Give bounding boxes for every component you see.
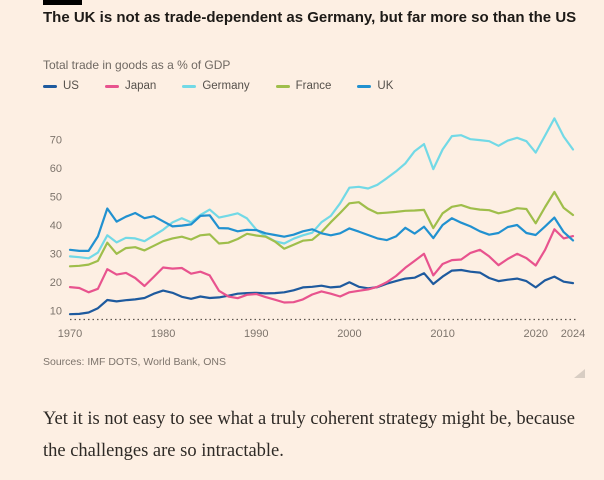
y-axis-tick-label: 20 (50, 277, 62, 289)
y-axis-tick-label: 30 (50, 249, 62, 261)
x-axis-tick-label: 2010 (430, 328, 454, 340)
line-us (68, 268, 575, 316)
x-axis-tick-label: 1980 (151, 328, 175, 340)
x-axis-tick-label: 1970 (58, 328, 82, 340)
chart-legend: US Japan Germany France UK (43, 80, 393, 92)
legend-label: France (295, 80, 332, 92)
article-paragraph: Yet it is not easy to see what a truly c… (43, 409, 575, 461)
legend-item-france: France (275, 80, 332, 92)
x-axis-tick-label: 2000 (337, 328, 361, 340)
legend-swatch-icon (104, 84, 119, 88)
resize-grip-icon[interactable] (574, 369, 585, 378)
legend-swatch-icon (43, 84, 57, 88)
chart-plot-area: 10 20 30 40 50 60 70 1970 1980 1990 2000 2010 2020 20… (50, 117, 585, 340)
y-axis-tick-label: 60 (50, 163, 62, 175)
line-france (68, 190, 575, 268)
legend-label: US (63, 80, 79, 92)
legend-swatch-icon (275, 84, 290, 88)
chart-title: The UK is not as trade-dependent as Germ… (43, 9, 577, 26)
x-axis-tick-label: 1990 (244, 328, 268, 340)
legend-label: UK (377, 80, 394, 92)
y-axis-tick-label: 50 (50, 192, 62, 204)
legend-item-germany: Germany (182, 80, 250, 92)
chart-source: Sources: IMF DOTS, World Bank, ONS (43, 356, 227, 368)
legend-label: Germany (202, 80, 250, 92)
x-axis-tick-label: 2020 (523, 328, 547, 340)
line-japan (68, 228, 575, 304)
line-uk (68, 207, 575, 252)
title-accent-bar (43, 0, 82, 5)
x-axis-tick-label: 2024 (561, 328, 585, 340)
legend-item-japan: Japan (104, 80, 157, 92)
legend-swatch-icon (182, 84, 197, 88)
legend-item-us: US (43, 80, 79, 92)
y-axis-tick-label: 40 (50, 220, 62, 232)
y-axis-tick-label: 10 (50, 306, 62, 318)
legend-item-uk: UK (357, 80, 393, 92)
line-germany (68, 117, 575, 260)
legend-label: Japan (124, 80, 157, 92)
legend-swatch-icon (357, 84, 372, 88)
chart-subtitle: Total trade in goods as a % of GDP (43, 58, 231, 72)
y-axis-tick-label: 70 (50, 135, 62, 147)
